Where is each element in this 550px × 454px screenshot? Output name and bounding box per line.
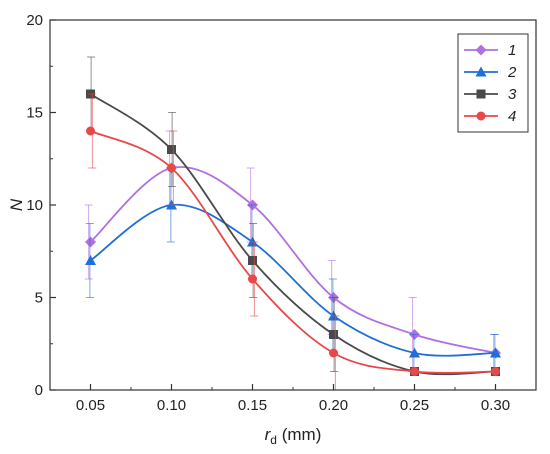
data-point — [167, 145, 176, 154]
legend-label-1: 1 — [508, 42, 516, 59]
legend-marker-3 — [476, 89, 486, 99]
series-3 — [86, 56, 500, 376]
x-axis-symbol: r — [265, 425, 272, 444]
data-point — [491, 367, 500, 376]
series-1 — [84, 130, 501, 372]
data-point — [328, 310, 339, 321]
x-tick-label: 0.15 — [238, 397, 267, 414]
y-tick-label: 0 — [35, 382, 43, 399]
data-point — [85, 236, 96, 248]
y-tick-label: 10 — [26, 197, 43, 214]
legend-marker-1 — [475, 44, 487, 56]
data-point — [248, 256, 257, 265]
data-point — [247, 236, 258, 247]
series-line-2 — [89, 203, 496, 357]
data-point — [248, 274, 257, 284]
x-tick-label: 0.20 — [319, 397, 348, 414]
x-tick-label: 0.05 — [76, 397, 105, 414]
y-tick-label: 5 — [35, 290, 43, 307]
y-tick-label: 20 — [26, 12, 43, 29]
series-line-3 — [89, 93, 496, 376]
legend-marker-2 — [475, 66, 487, 77]
axis-layer: 0.05 0.10 0.15 0.20 0.25 0.30 0 5 10 15 20 — [26, 12, 510, 414]
series-4 — [86, 93, 500, 391]
legend-label-4: 4 — [508, 108, 516, 125]
data-point — [166, 199, 177, 210]
x-tick-label: 0.30 — [481, 397, 510, 414]
data-point — [409, 347, 420, 358]
data-point — [329, 348, 338, 358]
legend-label-2: 2 — [507, 64, 517, 81]
x-tick-label: 0.25 — [400, 397, 429, 414]
x-axis-subscript: d — [270, 433, 277, 447]
y-axis-title: N — [7, 198, 26, 211]
x-axis-unit: (mm) — [277, 425, 321, 444]
legend-marker-4 — [476, 111, 486, 121]
series-line-1 — [89, 166, 496, 354]
legend-box — [457, 33, 529, 133]
data-point — [329, 330, 338, 339]
series-layer — [84, 56, 501, 391]
data-point — [85, 255, 96, 265]
y-tick-label: 15 — [26, 105, 43, 122]
data-point — [86, 126, 95, 136]
x-tick-label: 0.10 — [157, 397, 186, 414]
legend-label-3: 3 — [508, 86, 517, 103]
x-axis-title: rd (mm) — [265, 425, 322, 447]
data-point — [410, 367, 419, 376]
data-point — [490, 347, 501, 358]
legend: 1 2 3 4 — [457, 33, 529, 133]
data-point — [167, 163, 176, 173]
